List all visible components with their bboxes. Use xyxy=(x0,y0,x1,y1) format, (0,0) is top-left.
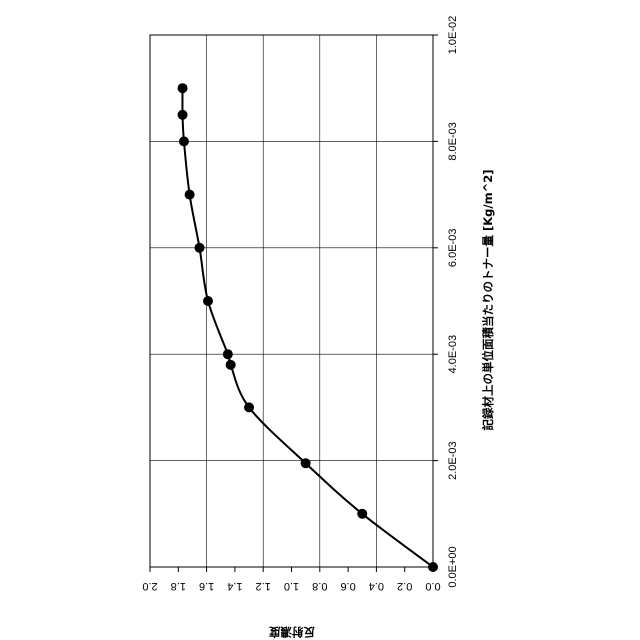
y-tick-labels: 0.0 0.2 0.4 0.6 0.8 1.0 1.2 1.4 1.6 1.8 2.0 xyxy=(142,580,440,592)
y-tick-label: 1.6 xyxy=(199,580,214,592)
data-point xyxy=(203,296,213,306)
y-tick-label: 0.8 xyxy=(312,580,327,592)
y-tick-label: 2.0 xyxy=(142,580,157,592)
x-tick-label: 6.0E-03 xyxy=(447,229,459,268)
y-tick-label: 0.0 xyxy=(425,580,440,592)
y-axis-title: 反射濃度 xyxy=(269,625,315,639)
data-point xyxy=(178,83,188,93)
data-point xyxy=(226,360,236,370)
data-point xyxy=(178,110,188,120)
data-point xyxy=(244,402,254,412)
x-tick-label: 0.0E+00 xyxy=(447,546,459,587)
y-tick-label: 1.2 xyxy=(256,580,271,592)
y-tick-label: 0.6 xyxy=(340,580,355,592)
x-axis-title: 記録材上の単位面積当たりのトナー量 [Kg/m^2] xyxy=(481,170,495,431)
data-point xyxy=(357,509,367,519)
data-point xyxy=(301,458,311,468)
x-tick-label: 4.0E-03 xyxy=(447,335,459,374)
plot-border xyxy=(150,35,433,567)
x-tick-label: 2.0E-03 xyxy=(447,441,459,480)
y-tick-label: 0.2 xyxy=(397,580,412,592)
y-tick-label: 1.8 xyxy=(171,580,186,592)
y-tick-label: 1.4 xyxy=(227,580,242,592)
data-point xyxy=(195,243,205,253)
data-point xyxy=(428,562,438,572)
x-tick-label: 8.0E-03 xyxy=(447,122,459,161)
data-point xyxy=(185,190,195,200)
data-point xyxy=(179,136,189,146)
x-tick-label: 1.0E-02 xyxy=(447,16,459,55)
data-point xyxy=(223,349,233,359)
y-tick-label: 1.0 xyxy=(284,580,299,592)
plot-area xyxy=(150,35,433,567)
x-tick-labels: 0.0E+00 2.0E-03 4.0E-03 6.0E-03 8.0E-03 1.0E-… xyxy=(447,16,459,588)
y-tick-label: 0.4 xyxy=(369,580,384,592)
